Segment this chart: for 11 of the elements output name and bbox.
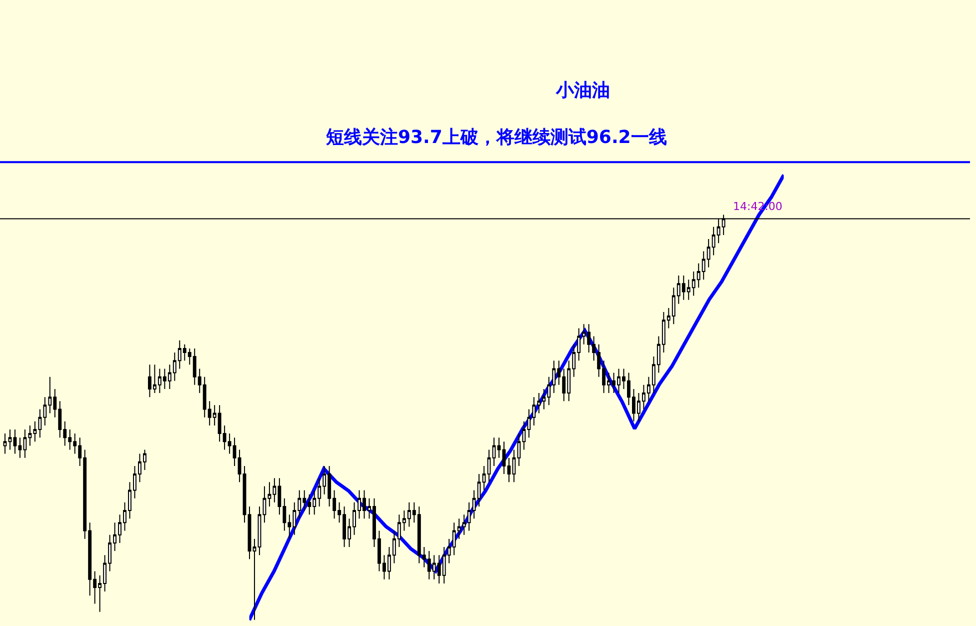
chart-title: 小油油 (555, 80, 610, 101)
candlestick (242, 465, 246, 524)
candlestick (492, 437, 496, 466)
candlestick (8, 428, 12, 450)
candlestick (3, 433, 7, 454)
candlestick (487, 449, 491, 483)
candlestick (497, 437, 501, 458)
candlestick (502, 441, 506, 475)
candlestick (252, 538, 256, 620)
candlestick (248, 506, 252, 560)
chart-subtitle: 短线关注93.7上破，将继续测试96.2一线 (325, 127, 667, 148)
